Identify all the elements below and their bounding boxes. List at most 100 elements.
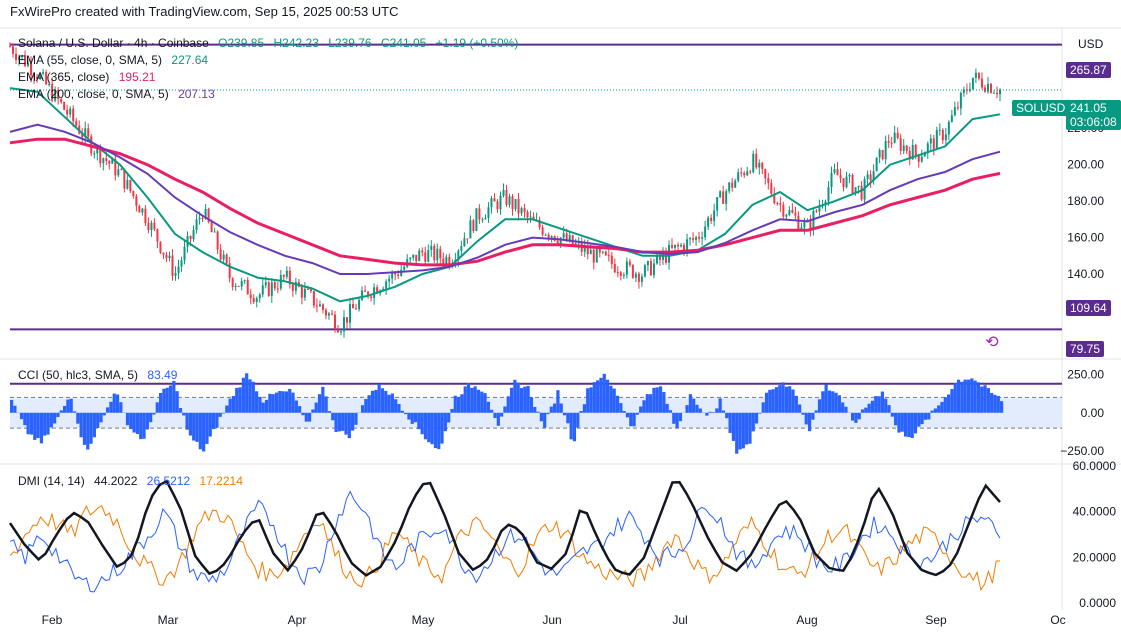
candle-body (716, 197, 719, 211)
candle-body (478, 208, 481, 220)
cci-bar (447, 412, 451, 423)
candle-body (312, 291, 315, 306)
cci-legend[interactable]: CCI (50, hlc3, SMA, 5) 83.49 (18, 368, 183, 382)
candle-body (643, 265, 646, 277)
time-tick-label: Oc (1050, 613, 1065, 627)
candle-body (655, 254, 658, 264)
cci-bar (553, 403, 557, 413)
time-tick-label: Apr (288, 613, 307, 627)
cci-bar (129, 412, 133, 430)
candle-body (216, 231, 219, 250)
cci-tick-label: 250.00 (1067, 367, 1104, 381)
cci-bar (549, 406, 553, 413)
candle-body (881, 149, 884, 160)
candle-body (418, 250, 421, 262)
cci-bar (529, 397, 534, 413)
candle-body (246, 280, 249, 295)
candle-body (713, 210, 716, 221)
candle-body (99, 146, 102, 164)
candle-body (499, 195, 502, 210)
candle-body (117, 169, 120, 176)
candle-body (836, 169, 839, 176)
cci-bar (208, 412, 212, 437)
candle-body (803, 221, 806, 228)
candle-body (327, 313, 330, 316)
candle-body (96, 146, 99, 154)
candle-body (460, 246, 463, 251)
cci-bar (202, 412, 206, 452)
cci-bar (149, 412, 153, 423)
cci-bar (562, 412, 567, 416)
cci-bar (271, 394, 275, 413)
cci-bar (903, 412, 908, 437)
cci-bar (317, 394, 322, 413)
candle-body (273, 282, 276, 289)
candle-body (222, 254, 225, 260)
candle-body (640, 276, 643, 282)
cci-bar (821, 391, 825, 413)
cci-bar (370, 390, 375, 413)
candle-body (373, 287, 376, 298)
candle-body (400, 269, 403, 276)
candle-body (180, 260, 183, 267)
candle-body (914, 144, 917, 156)
candle-body (195, 219, 198, 230)
cci-bar (718, 398, 722, 413)
dmi-legend[interactable]: DMI (14, 14) 44.2022 26.5212 17.2214 (18, 474, 249, 488)
cci-bar (19, 412, 24, 420)
candle-body (496, 201, 499, 210)
candle-body (349, 304, 352, 323)
ema55-legend[interactable]: EMA (55, close, 0, SMA, 5) 227.64 (18, 53, 214, 67)
candle-body (505, 189, 508, 205)
cci-bar (930, 410, 934, 413)
cci-bar (920, 412, 924, 425)
candle-body (303, 288, 306, 298)
cci-bar (198, 412, 202, 450)
candle-body (237, 285, 240, 287)
cci-bar (645, 394, 649, 413)
candle-body (111, 158, 114, 164)
candle-body (517, 199, 520, 214)
cci-bar (192, 412, 196, 441)
cci-bar (172, 380, 176, 413)
candle-body (210, 221, 213, 233)
time-tick-label: Feb (42, 613, 63, 627)
currency-label[interactable]: USD (1078, 37, 1104, 51)
cci-bar (516, 382, 520, 413)
candle-body (57, 89, 60, 100)
cci-bar (311, 409, 315, 413)
cci-bar (678, 412, 683, 422)
candle-body (520, 208, 523, 214)
cci-bar (907, 412, 911, 438)
cci-bar (241, 377, 245, 413)
cci-bar (814, 410, 818, 413)
cci-bar (622, 410, 626, 413)
cci-bar (612, 388, 616, 413)
candle-body (183, 246, 186, 261)
candle-body (330, 313, 333, 315)
last-price-tag: 241.05 03:06:08 (1066, 100, 1121, 130)
level-low-tag: 79.75 (1066, 341, 1105, 357)
candle-body (493, 198, 496, 202)
ema365-legend[interactable]: EMA (365, close) 195.21 (18, 70, 161, 84)
cci-bar (543, 412, 547, 428)
cci-bar (609, 385, 613, 413)
candle-body (279, 275, 282, 289)
candle-body (174, 272, 177, 276)
cci-bar (394, 399, 398, 413)
candle-body (457, 250, 460, 260)
candle-body (692, 238, 695, 240)
cci-bar (725, 412, 729, 419)
candle-body (601, 251, 604, 253)
cci-bar (867, 403, 871, 413)
candle-body (749, 171, 752, 173)
candle-body (983, 87, 986, 92)
ema200-legend[interactable]: EMA (200, close, 0, SMA, 5) 207.13 (18, 87, 221, 101)
candle-body (294, 281, 297, 291)
candle-body (962, 89, 965, 93)
candle-body (815, 210, 818, 212)
cci-bar (811, 412, 815, 420)
candle-body (409, 257, 412, 260)
replay-icon[interactable]: ⟲ (985, 334, 999, 351)
